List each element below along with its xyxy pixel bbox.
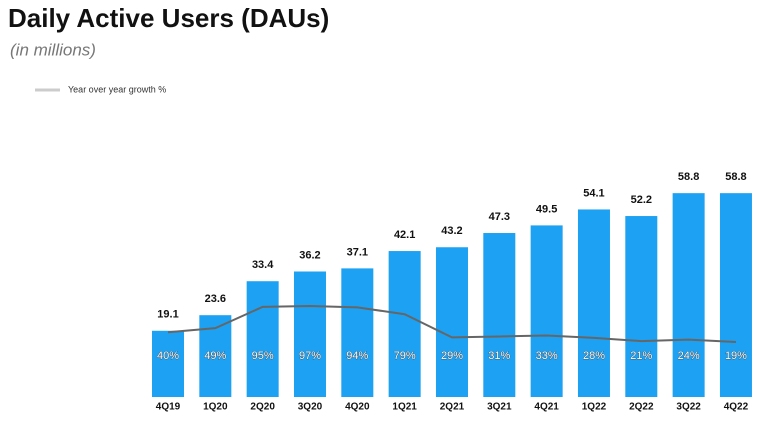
x-tick-label: 2Q21 [440,402,465,413]
data-label: 33.4 [252,259,274,271]
growth-label: 29% [441,350,463,362]
bar [388,251,421,397]
x-tick-label: 2Q22 [629,402,654,413]
bar [672,193,705,397]
growth-label: 31% [488,350,510,362]
x-tick-label: 1Q20 [203,402,228,413]
x-tick-label: 1Q22 [582,402,607,413]
chart-title: Daily Active Users (DAUs) [8,3,329,33]
bar [293,271,326,397]
bar [530,225,563,397]
growth-label: 19% [725,350,747,362]
x-tick-label: 1Q21 [392,402,417,413]
growth-label: 33% [536,350,558,362]
growth-label: 24% [678,350,700,362]
data-label: 23.6 [205,293,226,305]
bar [577,209,610,397]
x-tick-label: 2Q20 [250,402,275,413]
growth-label: 79% [394,350,416,362]
bar [719,193,752,397]
bar [152,330,184,397]
x-tick-label: 4Q19 [156,402,181,413]
x-tick-label: 3Q21 [487,402,512,413]
bar [483,233,516,397]
data-label: 58.8 [678,171,699,183]
bar [246,281,279,397]
data-label: 43.2 [441,225,462,237]
data-label: 49.5 [536,203,557,215]
x-tick-label: 4Q22 [724,402,749,413]
bar [625,216,658,397]
data-label: 42.1 [394,229,415,241]
x-tick-label: 3Q20 [298,402,323,413]
data-label: 52.2 [631,194,652,206]
growth-label: 97% [299,350,321,362]
growth-label: 49% [204,350,226,362]
growth-label: 95% [252,350,274,362]
growth-label: 40% [157,350,179,362]
data-label: 54.1 [583,187,604,199]
growth-label: 28% [583,350,605,362]
data-label: 19.1 [157,309,178,321]
data-label: 36.2 [299,249,320,261]
x-tick-label: 4Q20 [345,402,370,413]
growth-line [167,304,737,343]
data-label: 58.8 [725,171,746,183]
x-tick-label: 4Q21 [534,402,559,413]
data-label: 47.3 [489,211,510,223]
legend-label: Year over year growth % [68,84,166,94]
bar [341,268,374,397]
bar [435,247,468,397]
chart-subtitle: (in millions) [10,40,96,59]
x-tick-label: 3Q22 [676,402,701,413]
data-label: 37.1 [347,246,368,258]
growth-label: 21% [630,350,652,362]
growth-label: 94% [346,350,368,362]
